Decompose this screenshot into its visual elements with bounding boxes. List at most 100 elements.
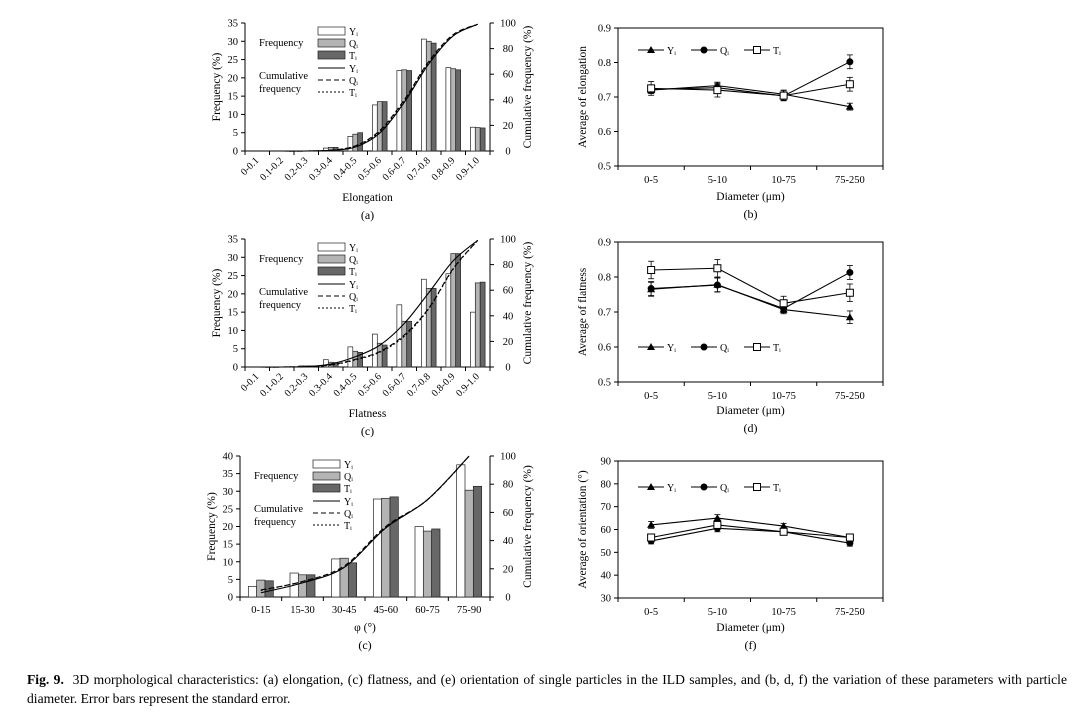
bar-Yi-5 <box>456 464 466 598</box>
x-tick-label: 0.7-0.8 <box>405 371 433 399</box>
y-tick-label: 0.9 <box>598 238 611 249</box>
line-chart-f: 30 40 50 60 70 80 90 0-5 5-10 10-75 75-250 Yᵢ Qᵢ Tᵢ Av… <box>577 457 884 652</box>
marker-Ti-0 <box>647 266 656 274</box>
bar-Ti-4 <box>431 528 441 598</box>
legend-cumulative-label: Cumulative <box>259 287 308 298</box>
legend-label: Tᵢ <box>773 343 781 354</box>
y-tick-label: 0 <box>228 593 233 604</box>
x-tick-label: 10-75 <box>771 175 796 186</box>
bar-Qi-4 <box>422 530 433 598</box>
legend-bar-label: Yᵢ <box>344 460 353 471</box>
x-tick-label: 0.1-0.2 <box>258 155 286 183</box>
legend-label: Yᵢ <box>667 46 676 57</box>
y-tick-label: 0 <box>233 147 238 158</box>
legend-cumulative-label: Cumulative <box>259 71 308 82</box>
y2-tick-label: 40 <box>503 536 514 547</box>
x-axis-title: φ (°) <box>354 622 376 634</box>
y-tick-label: 90 <box>601 457 612 468</box>
y2-tick-label: 100 <box>500 452 516 463</box>
bar-Ti-6 <box>406 320 412 368</box>
y-tick-label: 5 <box>233 128 238 139</box>
bar-Yi-9 <box>470 126 476 152</box>
bar-Ti-7 <box>430 288 437 368</box>
y2-tick-label: 80 <box>503 480 514 491</box>
bar-Yi-2 <box>331 558 341 598</box>
legend-bar-label: Qᵢ <box>349 255 358 266</box>
marker-Ti-3 <box>845 80 854 89</box>
bar-Yi-6 <box>396 304 403 368</box>
cumulative-line-Ti <box>257 239 479 368</box>
y-tick-label: 0.6 <box>598 343 611 354</box>
bar-Ti-4 <box>357 132 363 152</box>
marker-Ti-2 <box>779 527 788 536</box>
x-tick-label: 0.5-0.6 <box>356 155 384 183</box>
y-tick-label: 20 <box>228 289 239 300</box>
legend-bar-label: Qᵢ <box>344 472 353 483</box>
x-tick-label: 0-5 <box>644 391 658 402</box>
marker-Ti-0 <box>647 84 656 93</box>
y-tick-label: 0.9 <box>598 24 611 35</box>
marker-Yi-3 <box>845 313 854 321</box>
y-tick-label: 50 <box>601 548 612 559</box>
y-tick-label: 0.5 <box>598 162 611 173</box>
line-chart-b: 0.5 0.6 0.7 0.8 0.9 0-5 5-10 10-75 75-250 Yᵢ Qᵢ Tᵢ A… <box>577 24 884 221</box>
x-tick-label: 0.9-1.0 <box>454 155 482 183</box>
legend-marker <box>753 46 761 54</box>
bar-Yi-8 <box>445 67 452 152</box>
bar-Yi-7 <box>421 38 427 152</box>
legend-frequency-label: Frequency <box>259 254 304 265</box>
legend-cumulative-label-2: frequency <box>259 300 302 311</box>
marker-Ti-1 <box>713 520 722 529</box>
x-tick-label: 0.1-0.2 <box>258 371 286 399</box>
y-tick-label: 60 <box>601 525 612 536</box>
y2-tick-label: 80 <box>503 44 514 55</box>
x-tick-label: 0.3-0.4 <box>307 155 335 183</box>
plot-frame <box>617 241 884 383</box>
legend-marker <box>647 46 655 53</box>
bar-Ti-5 <box>381 101 388 152</box>
bar-Ti-9 <box>479 127 486 152</box>
legend-line-label: Yᵢ <box>349 64 358 75</box>
x-axis-title: Flatness <box>349 408 387 420</box>
x-tick-label: 75-250 <box>835 607 865 618</box>
bar-Yi-8 <box>445 273 452 368</box>
cumulative-line-Ti <box>257 23 478 152</box>
y-tick-label: 30 <box>223 487 234 498</box>
legend-marker <box>753 343 761 351</box>
y2-tick-label: 100 <box>500 19 516 30</box>
cumulative-line-Qi <box>260 455 470 591</box>
bar-chart-c: 051015202530350204060801000-0.10.1-0.20.… <box>211 235 534 439</box>
y-tick-label: 30 <box>601 594 612 605</box>
y2-tick-label: 60 <box>503 508 514 519</box>
bar-Ti-9 <box>479 281 486 368</box>
legend-cumulative-label: Cumulative <box>254 504 303 515</box>
bar-Ti-2 <box>347 562 358 598</box>
y-tick-label: 10 <box>228 326 239 337</box>
bar-Yi-5 <box>372 104 378 152</box>
x-tick-label: 0.5-0.6 <box>356 371 384 399</box>
bar-Qi-5 <box>376 101 383 152</box>
bar-Yi-4 <box>414 526 424 598</box>
x-tick-label: 10-75 <box>771 391 796 402</box>
series-line-Yi <box>651 517 850 539</box>
x-tick-label: 0.3-0.4 <box>307 371 335 399</box>
legend-bar-swatch <box>312 471 341 481</box>
y-tick-label: 0.7 <box>598 308 611 319</box>
y2-tick-label: 20 <box>503 564 514 575</box>
x-tick-label: 75-250 <box>835 175 865 186</box>
series-line-Yi <box>651 85 850 108</box>
x-tick-label: 0.8-0.9 <box>430 371 458 399</box>
y-tick-label: 0.7 <box>598 93 611 104</box>
legend-line-label: Yᵢ <box>344 497 353 508</box>
y-axis-title: Frequency (%) <box>211 53 223 122</box>
legend-bar-label: Qᵢ <box>349 39 358 50</box>
y-tick-label: 0 <box>233 363 238 374</box>
y-tick-label: 5 <box>233 344 238 355</box>
legend-line-label: Qᵢ <box>344 509 353 520</box>
bar-Qi-7 <box>425 40 432 152</box>
x-tick-label: 75-250 <box>835 391 865 402</box>
panel-label: (b) <box>744 207 758 221</box>
y2-tick-label: 20 <box>503 121 514 132</box>
y-tick-label: 0.5 <box>598 378 611 389</box>
marker-Qi-3 <box>846 58 854 66</box>
